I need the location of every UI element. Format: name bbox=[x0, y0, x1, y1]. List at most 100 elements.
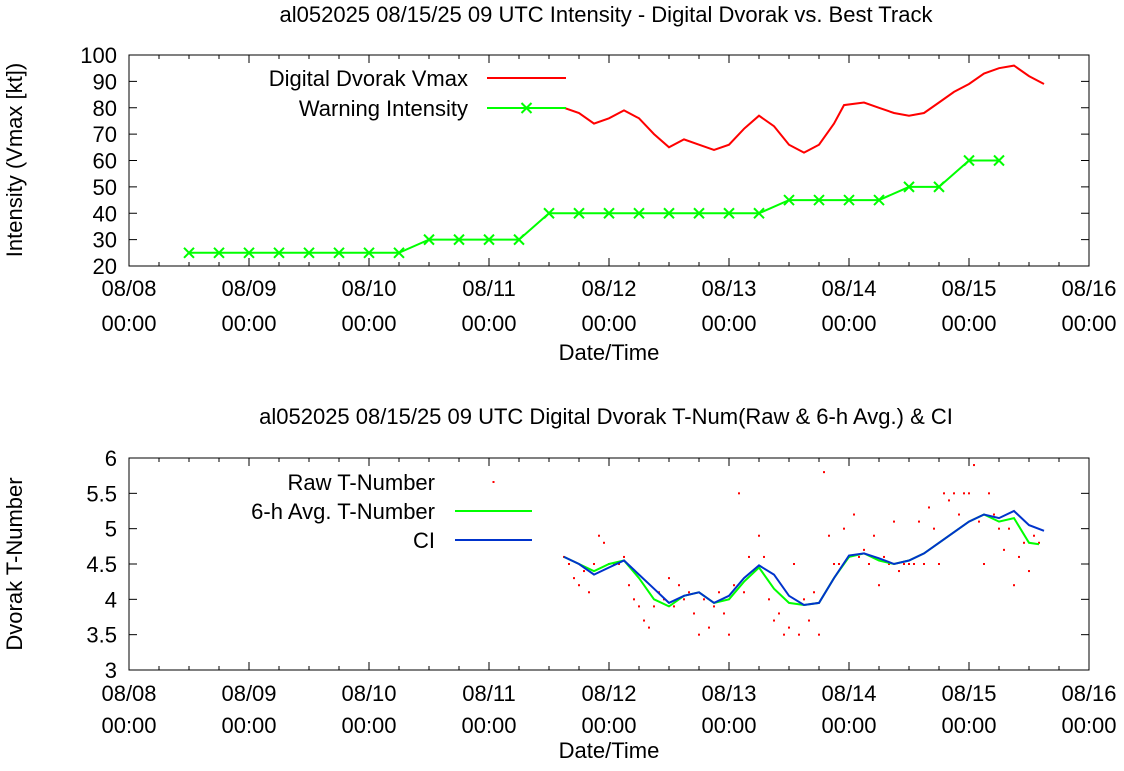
data-point-raw-t-number bbox=[843, 527, 845, 530]
data-point-raw-t-number bbox=[933, 527, 935, 530]
x-tick-label-time: 00:00 bbox=[1061, 713, 1116, 738]
data-point-raw-t-number bbox=[1028, 570, 1030, 573]
data-marker-warning-intensity bbox=[603, 207, 615, 219]
data-marker-warning-intensity bbox=[333, 247, 345, 259]
data-point-raw-t-number bbox=[858, 555, 860, 558]
data-point-raw-t-number bbox=[573, 577, 575, 580]
data-point-raw-t-number bbox=[578, 584, 580, 587]
data-marker-warning-intensity bbox=[243, 247, 255, 259]
x-tick-label-date: 08/12 bbox=[581, 276, 636, 301]
x-tick-label-date: 08/13 bbox=[701, 681, 756, 706]
data-point-raw-t-number bbox=[703, 598, 705, 601]
data-point-raw-t-number bbox=[978, 520, 980, 523]
data-point-raw-t-number bbox=[698, 633, 700, 636]
data-point-raw-t-number bbox=[763, 555, 765, 558]
data-point-raw-t-number bbox=[708, 626, 710, 629]
data-point-raw-t-number bbox=[673, 605, 675, 608]
data-marker-warning-intensity bbox=[903, 181, 915, 193]
data-point-raw-t-number bbox=[818, 633, 820, 636]
data-point-raw-t-number bbox=[568, 563, 570, 565]
data-point-raw-t-number bbox=[593, 563, 595, 565]
y-tick-label: 90 bbox=[93, 69, 117, 94]
data-point-raw-t-number bbox=[743, 591, 745, 594]
data-point-raw-t-number bbox=[758, 534, 760, 537]
data-marker-warning-intensity bbox=[213, 247, 225, 259]
data-point-raw-t-number bbox=[728, 633, 730, 636]
y-tick-label: 3 bbox=[105, 658, 117, 683]
x-tick-label-date: 08/15 bbox=[941, 681, 996, 706]
y-tick-label: 60 bbox=[93, 149, 117, 174]
y-axis-label: Dvorak T-Number bbox=[2, 477, 27, 650]
y-tick-label: 3.5 bbox=[86, 623, 117, 648]
x-tick-label-time: 00:00 bbox=[941, 713, 996, 738]
legend-label-warning-intensity: Warning Intensity bbox=[299, 96, 468, 121]
intensity-chart: al052025 08/15/25 09 UTC Intensity - Dig… bbox=[2, 2, 1117, 365]
y-tick-label: 6 bbox=[105, 446, 117, 471]
y-tick-label: 5.5 bbox=[86, 481, 117, 506]
data-marker-warning-intensity bbox=[993, 154, 1005, 167]
x-tick-label-time: 00:00 bbox=[101, 713, 156, 738]
data-point-raw-t-number bbox=[983, 563, 985, 565]
x-tick-label-time: 00:00 bbox=[581, 713, 636, 738]
x-axis-label: Date/Time bbox=[559, 340, 660, 365]
data-point-raw-t-number bbox=[738, 492, 740, 495]
data-marker-warning-intensity bbox=[543, 207, 555, 219]
data-point-raw-t-number bbox=[873, 534, 875, 537]
series-line-ci bbox=[563, 509, 1045, 607]
x-tick-label-date: 08/15 bbox=[941, 276, 996, 301]
data-point-raw-t-number bbox=[633, 598, 635, 601]
series-line-warning-intensity bbox=[189, 159, 999, 254]
data-point-raw-t-number bbox=[668, 577, 670, 580]
legend-marker-warning-intensity bbox=[520, 102, 533, 114]
x-tick-label-date: 08/16 bbox=[1061, 681, 1116, 706]
x-tick-label-time: 00:00 bbox=[941, 311, 996, 336]
chart-title: al052025 08/15/25 09 UTC Digital Dvorak … bbox=[259, 404, 953, 429]
data-point-raw-t-number bbox=[828, 534, 830, 537]
data-point-raw-t-number bbox=[1018, 555, 1020, 558]
data-marker-warning-intensity bbox=[363, 247, 375, 259]
data-point-raw-t-number bbox=[603, 541, 605, 544]
data-marker-warning-intensity bbox=[753, 207, 765, 219]
data-marker-warning-intensity bbox=[663, 207, 675, 219]
x-tick-label-date: 08/09 bbox=[221, 276, 276, 301]
data-point-raw-t-number bbox=[968, 492, 970, 495]
data-point-raw-t-number bbox=[853, 513, 855, 516]
legend-label-raw-t-number: Raw T-Number bbox=[287, 470, 435, 495]
data-marker-warning-intensity bbox=[273, 247, 285, 259]
data-point-raw-t-number bbox=[1003, 548, 1005, 551]
y-tick-label: 4 bbox=[105, 587, 117, 612]
data-point-raw-t-number bbox=[893, 520, 895, 523]
x-tick-label-time: 00:00 bbox=[701, 311, 756, 336]
data-point-raw-t-number bbox=[638, 605, 640, 608]
data-marker-warning-intensity bbox=[873, 194, 885, 206]
x-tick-label-time: 00:00 bbox=[821, 713, 876, 738]
data-marker-warning-intensity bbox=[573, 207, 585, 219]
data-point-raw-t-number bbox=[908, 563, 910, 565]
data-point-raw-t-number bbox=[678, 584, 680, 587]
data-marker-warning-intensity bbox=[783, 194, 795, 206]
x-tick-label-date: 08/10 bbox=[341, 681, 396, 706]
data-marker-warning-intensity bbox=[423, 233, 435, 246]
data-point-raw-t-number bbox=[768, 598, 770, 601]
data-point-raw-t-number bbox=[783, 633, 785, 636]
data-point-raw-t-number bbox=[773, 619, 775, 622]
data-point-raw-t-number bbox=[623, 555, 625, 558]
data-point-raw-t-number bbox=[748, 555, 750, 558]
x-tick-label-time: 00:00 bbox=[701, 713, 756, 738]
data-point-raw-t-number bbox=[618, 563, 620, 565]
data-point-raw-t-number bbox=[918, 520, 920, 523]
data-point-raw-t-number bbox=[998, 527, 1000, 530]
data-point-raw-t-number bbox=[628, 584, 630, 587]
data-point-raw-t-number bbox=[643, 619, 645, 622]
data-point-raw-t-number bbox=[963, 492, 965, 495]
data-marker-warning-intensity bbox=[303, 247, 315, 259]
data-point-raw-t-number bbox=[723, 612, 725, 615]
data-point-raw-t-number bbox=[718, 591, 720, 594]
data-point-raw-t-number bbox=[648, 626, 650, 629]
x-tick-label-time: 00:00 bbox=[461, 311, 516, 336]
x-tick-label-time: 00:00 bbox=[341, 311, 396, 336]
data-point-raw-t-number bbox=[868, 563, 870, 565]
data-point-raw-t-number bbox=[688, 591, 690, 594]
data-point-raw-t-number bbox=[733, 584, 735, 587]
